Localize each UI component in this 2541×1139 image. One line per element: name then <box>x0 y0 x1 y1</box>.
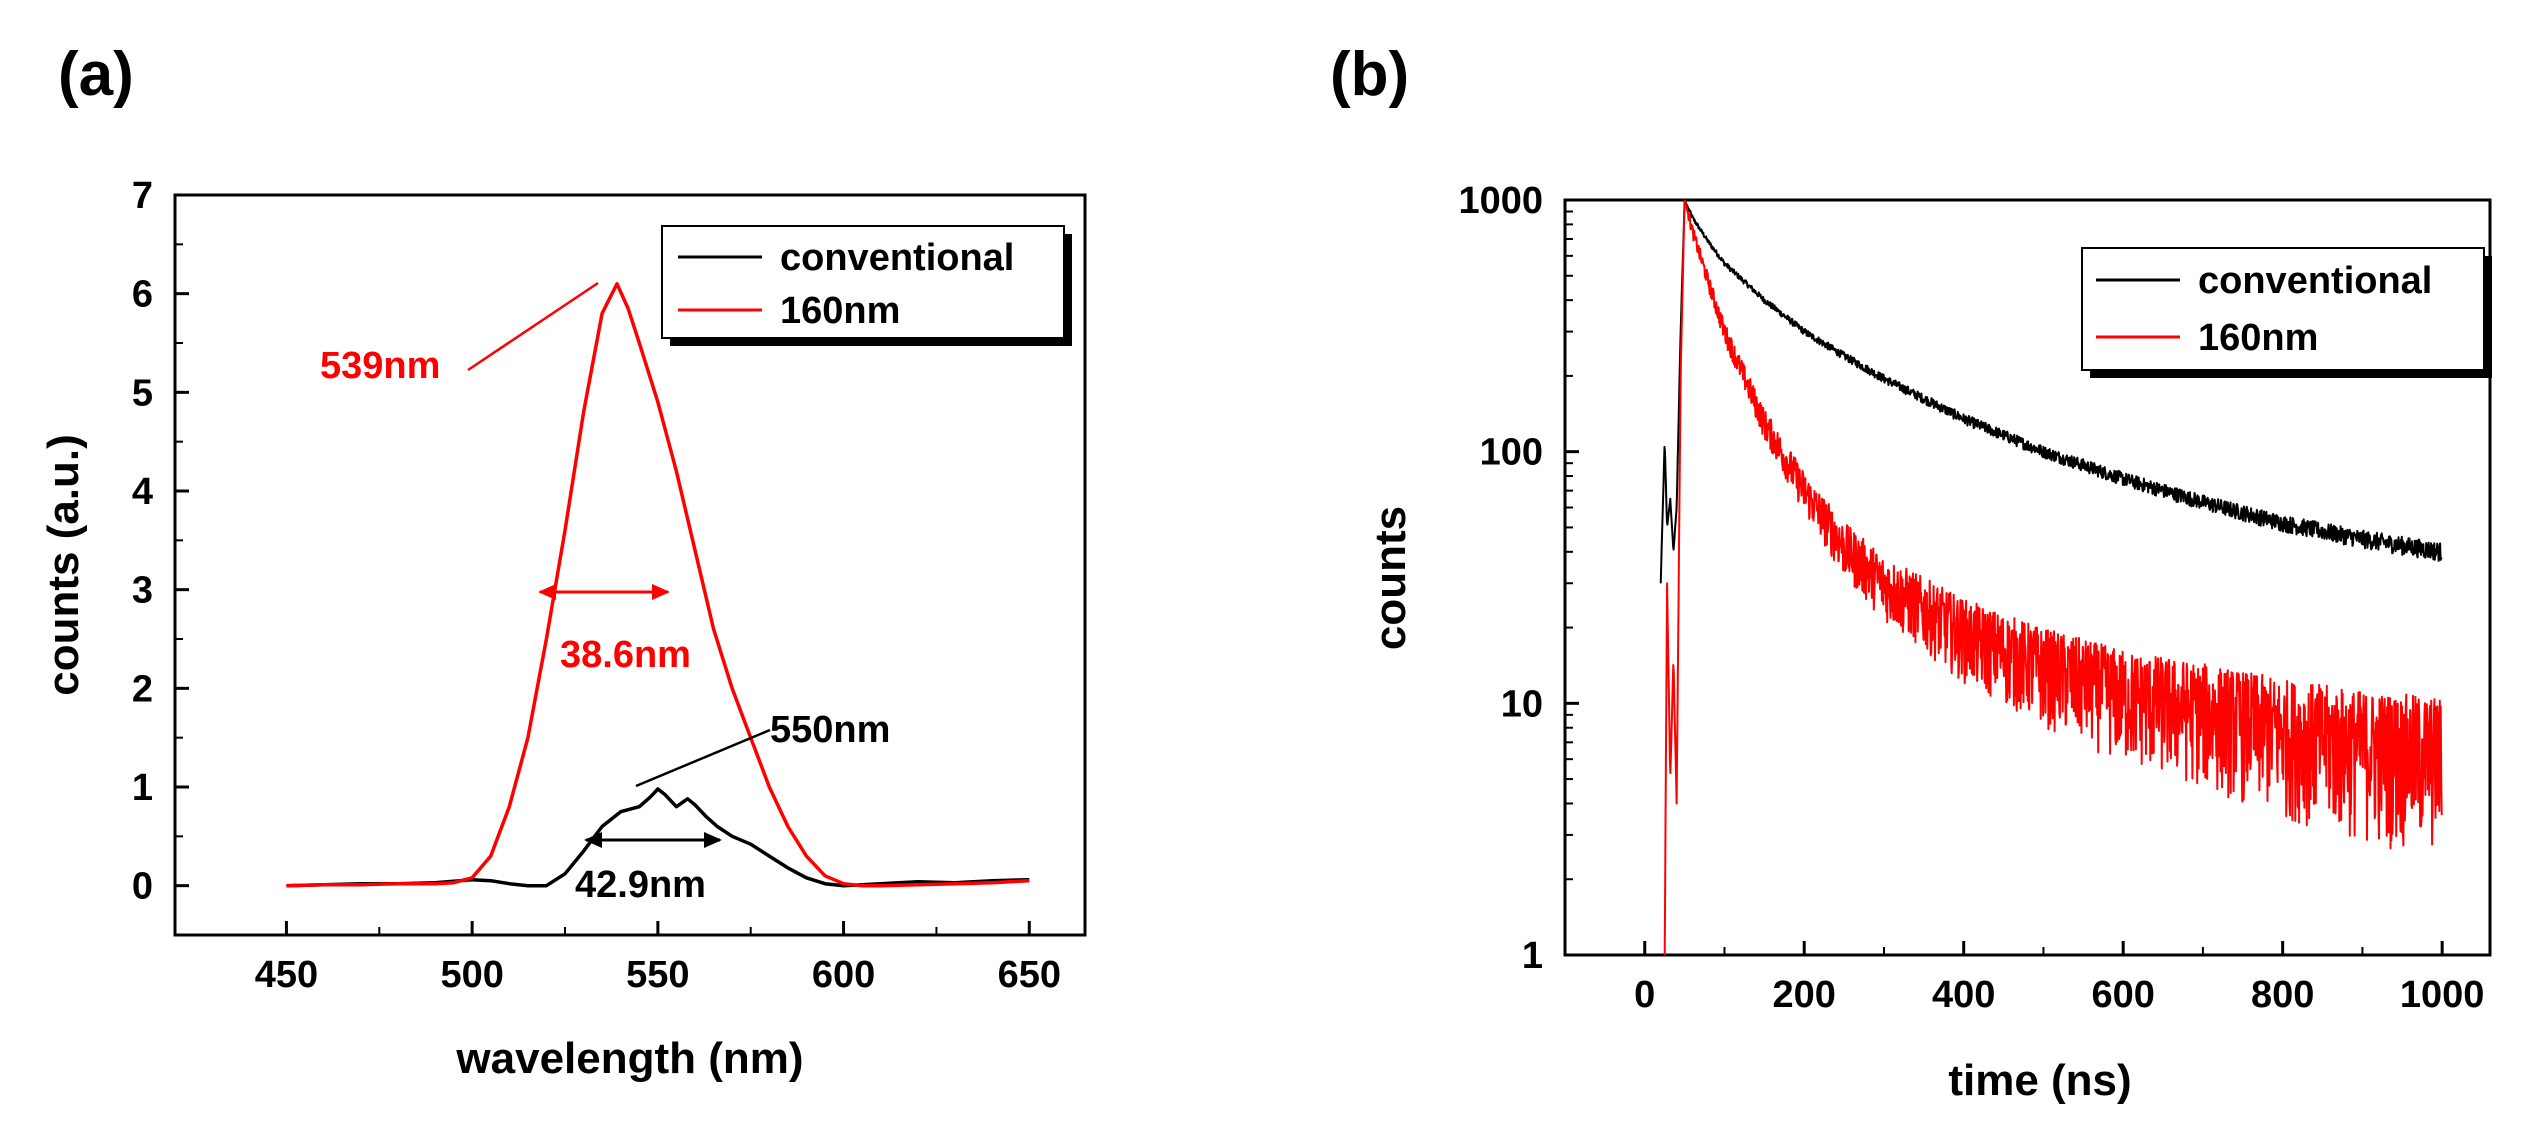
panel-b-x-tick-label: 1000 <box>2400 974 2485 1016</box>
anno-550-leader <box>635 728 771 788</box>
panel-a-x-tick-label: 600 <box>812 954 875 996</box>
panel-a-series <box>286 282 1030 888</box>
panel-b-x-tick-label: 200 <box>1773 974 1836 1016</box>
panel-b-legend-box <box>2081 247 2485 371</box>
anno-38.6nm: 38.6nm <box>560 634 691 676</box>
panel-a-legend-box <box>661 225 1065 339</box>
panel-b-x-tick-label: 0 <box>1634 974 1655 1016</box>
anno-539-leader <box>467 281 599 372</box>
panel-b-x-axis-label: time (ns) <box>1948 1056 2131 1105</box>
panel-a-y-tick-label: 3 <box>132 570 153 612</box>
panel-a-series-conventional <box>286 787 1030 888</box>
panel-b-chart: 0 200 400 600 800 1000 1 10 100 1000 conventiona… <box>1366 180 2492 1105</box>
panel-a-y-tick-label: 2 <box>132 668 153 710</box>
panel-a-label: (a) <box>58 40 134 109</box>
panel-a-legend: conventional 160nm <box>661 225 1072 346</box>
panel-a-y-tick-label: 0 <box>132 866 153 908</box>
panel-a-y-ticks: 0 1 2 3 4 5 6 7 <box>132 175 189 908</box>
panel-b-x-tick-label: 800 <box>2251 974 2314 1016</box>
panel-b-y-ticks: 1 10 100 1000 <box>1458 180 1579 977</box>
legend-b-label-conventional: conventional <box>2198 260 2432 302</box>
panel-a-y-tick-label: 5 <box>132 372 153 414</box>
panel-a-y-tick-label: 1 <box>132 767 153 809</box>
panel-b-series-160nm <box>1663 199 2443 956</box>
panel-b-series-conventional <box>1659 199 2443 584</box>
legend-a-label-conventional: conventional <box>780 237 1014 279</box>
anno-539nm: 539nm <box>320 345 440 387</box>
panel-a-x-tick-label: 550 <box>626 954 689 996</box>
panel-a-x-tick-label: 500 <box>440 954 503 996</box>
panel-b-label: (b) <box>1330 40 1409 109</box>
panel-a-x-tick-label: 650 <box>998 954 1061 996</box>
panel-b-y-tick-label: 100 <box>1480 432 1543 474</box>
panel-b-y-tick-label: 1 <box>1522 935 1543 977</box>
anno-fwhm-red-arrowhead-left <box>538 584 556 600</box>
panel-b-y-axis-label: counts <box>1366 506 1415 650</box>
panel-a-x-axis-label: wavelength (nm) <box>455 1034 803 1083</box>
panel-b-x-tick-label: 400 <box>1932 974 1995 1016</box>
panel-a-y-tick-label: 4 <box>132 471 153 513</box>
anno-42.9nm: 42.9nm <box>575 864 706 906</box>
panel-b-x-ticks: 0 200 400 600 800 1000 <box>1634 941 2484 1016</box>
anno-fwhm-red-arrowhead-right <box>652 584 670 600</box>
legend-b-label-160nm: 160nm <box>2198 317 2318 359</box>
anno-fwhm-black-arrowhead-left <box>584 832 602 848</box>
panel-a-y-axis-label: counts (a.u.) <box>39 434 88 696</box>
legend-a-label-160nm: 160nm <box>780 290 900 332</box>
panel-b-frame <box>1563 198 2492 957</box>
panel-b-series <box>1659 199 2443 956</box>
anno-fwhm-black-arrowhead-right <box>704 832 722 848</box>
panel-b-x-tick-label: 600 <box>2091 974 2154 1016</box>
panel-a-series-160nm <box>286 282 1030 888</box>
panel-b-y-tick-label: 10 <box>1501 683 1543 725</box>
panel-a-x-tick-label: 450 <box>255 954 318 996</box>
panel-a-x-ticks: 450 500 550 600 650 <box>255 921 1061 996</box>
panel-b-legend: conventional 160nm <box>2081 247 2492 378</box>
panel-a-y-tick-label: 7 <box>132 175 153 217</box>
panel-a-y-tick-label: 6 <box>132 274 153 316</box>
panel-a-frame <box>173 193 1087 937</box>
panel-b-y-tick-label: 1000 <box>1458 180 1543 222</box>
anno-550nm: 550nm <box>770 709 890 751</box>
panel-a-chart: 450 500 550 600 650 0 1 2 3 4 5 6 7 539nm 38.6nm 55… <box>39 175 1087 1083</box>
